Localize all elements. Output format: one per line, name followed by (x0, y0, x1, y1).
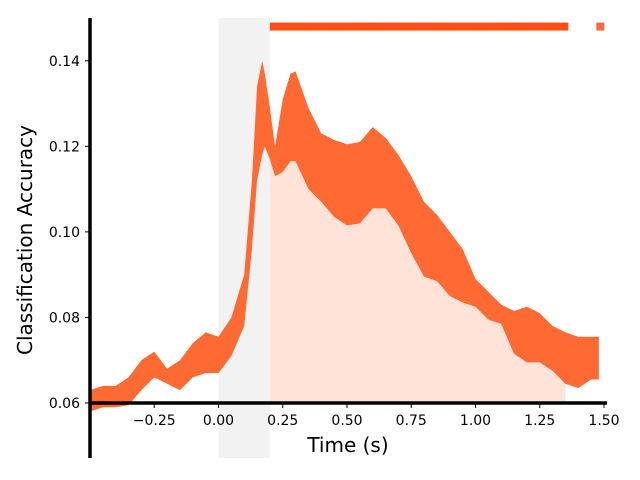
significance-marker (544, 22, 551, 31)
x-tick-label: 0.25 (267, 413, 298, 429)
significance-marker (445, 22, 452, 31)
significance-markers (269, 22, 605, 31)
x-tick-label: 0.00 (203, 413, 234, 429)
significance-marker (449, 22, 456, 31)
significance-marker (283, 22, 290, 31)
significance-marker (341, 22, 348, 31)
significance-marker (436, 22, 443, 31)
significance-marker (454, 22, 461, 31)
significance-marker (332, 22, 339, 31)
significance-marker (292, 22, 299, 31)
significance-marker (391, 22, 398, 31)
significance-marker (481, 22, 488, 31)
significance-marker (530, 22, 537, 31)
significance-marker (395, 22, 402, 31)
significance-marker (359, 22, 366, 31)
significance-marker (287, 22, 294, 31)
significance-marker (373, 22, 380, 31)
significant-region-fill (269, 159, 566, 403)
y-tick-label: 0.14 (49, 54, 80, 70)
significance-marker (485, 22, 492, 31)
significance-marker (508, 22, 515, 31)
y-ticks: 0.06 0.08 0.10 0.12 0.14 (49, 54, 90, 412)
significance-marker (418, 22, 425, 31)
x-tick-label: 0.75 (396, 413, 427, 429)
significance-marker (319, 22, 326, 31)
significance-marker (386, 22, 393, 31)
significance-marker (490, 22, 497, 31)
significance-marker (350, 22, 357, 31)
x-tick-label: 1.50 (588, 413, 619, 429)
significance-marker (346, 22, 353, 31)
significance-marker (377, 22, 384, 31)
significance-marker (296, 22, 303, 31)
significance-marker (499, 22, 506, 31)
x-tick-label: 0.50 (331, 413, 362, 429)
significance-marker (314, 22, 321, 31)
significance-marker (431, 22, 438, 31)
significance-marker (301, 22, 308, 31)
significance-marker (596, 22, 605, 31)
significance-marker (382, 22, 389, 31)
significance-marker (526, 22, 533, 31)
y-tick-label: 0.08 (49, 310, 80, 326)
significance-marker (535, 22, 542, 31)
significance-marker (467, 22, 474, 31)
significance-marker (400, 22, 407, 31)
significance-marker (458, 22, 465, 31)
significance-marker (476, 22, 483, 31)
significance-marker (494, 22, 501, 31)
significance-marker (310, 22, 317, 31)
significance-marker (521, 22, 528, 31)
significance-marker (557, 22, 564, 31)
significance-marker (328, 22, 335, 31)
significance-marker (413, 22, 420, 31)
significance-marker (440, 22, 447, 31)
y-tick-label: 0.10 (49, 225, 80, 241)
significance-marker (472, 22, 479, 31)
significance-marker (503, 22, 510, 31)
significance-marker (427, 22, 434, 31)
accuracy-confidence-band (90, 60, 599, 412)
significance-marker (305, 22, 312, 31)
significance-marker (512, 22, 519, 31)
significance-marker (548, 22, 555, 31)
significance-marker (368, 22, 375, 31)
significance-marker (269, 22, 276, 31)
significance-marker (553, 22, 560, 31)
x-tick-label: 1.00 (460, 413, 491, 429)
significance-marker (404, 22, 411, 31)
significance-marker (539, 22, 546, 31)
x-tick-label: −0.25 (133, 413, 176, 429)
x-tick-label: 1.25 (524, 413, 555, 429)
y-tick-label: 0.06 (49, 396, 80, 412)
significance-marker (409, 22, 416, 31)
significance-marker (463, 22, 470, 31)
significance-marker (422, 22, 429, 31)
significance-marker (274, 22, 281, 31)
y-tick-label: 0.12 (49, 139, 80, 155)
significance-marker (517, 22, 524, 31)
significance-marker (364, 22, 371, 31)
x-ticks: −0.25 0.00 0.25 0.50 0.75 1.00 1.25 1.50 (133, 403, 620, 429)
x-axis-label: Time (s) (306, 433, 388, 457)
significance-marker (355, 22, 362, 31)
significance-marker (562, 22, 569, 31)
significance-marker (337, 22, 344, 31)
y-axis-label: Classification Accuracy (13, 125, 37, 355)
significance-marker (278, 22, 285, 31)
significance-marker (323, 22, 330, 31)
